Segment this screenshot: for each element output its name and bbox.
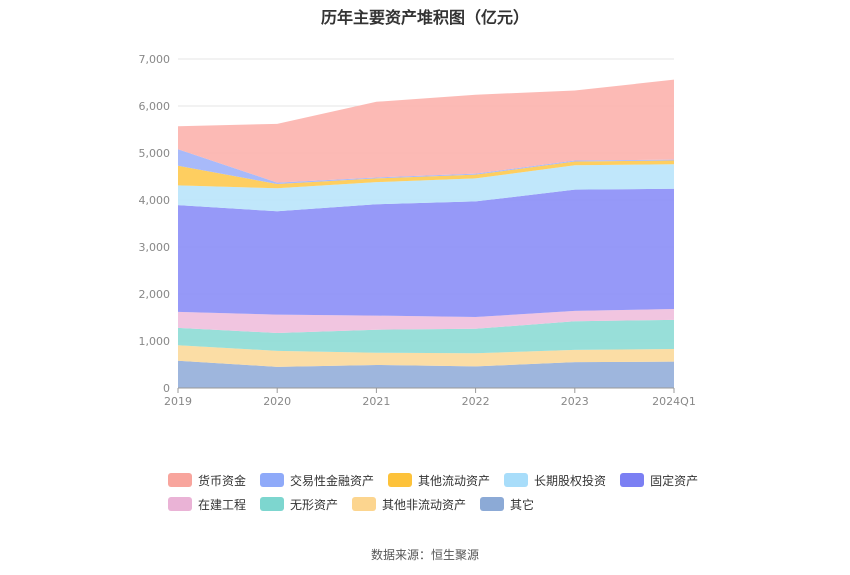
area-series-其他流动资产 [178, 160, 674, 189]
legend-label: 其他流动资产 [418, 473, 491, 488]
legend-label: 长期股权投资 [534, 473, 607, 488]
x-tick-label: 2023 [561, 395, 589, 408]
area-series-长期股权投资 [178, 164, 674, 212]
chart-title: 历年主要资产堆积图（亿元） [320, 8, 529, 27]
data-source: 数据来源：恒生聚源 [370, 548, 479, 562]
legend-item[interactable]: 其他非流动资产 [352, 497, 467, 512]
area-series-其它 [178, 360, 674, 388]
y-tick-label: 2,000 [139, 288, 171, 301]
y-tick-label: 5,000 [139, 147, 171, 160]
legend-label: 其它 [510, 497, 535, 512]
y-tick-label: 6,000 [139, 100, 171, 113]
area-series-无形资产 [178, 319, 674, 354]
legend-item[interactable]: 其他流动资产 [388, 473, 491, 488]
legend-label: 货币资金 [198, 473, 247, 488]
legend-swatch [168, 473, 192, 487]
legend-swatch [352, 497, 377, 511]
area-series-货币资金 [178, 79, 674, 183]
legend-label: 固定资产 [650, 473, 699, 488]
legend-swatch [260, 497, 285, 511]
stacked-area-chart: 0 1,000 2,000 3,000 4,000 5,000 6,000 7,000 2019… [139, 53, 696, 408]
legend-item[interactable]: 其它 [480, 497, 535, 512]
legend-label: 无形资产 [290, 497, 339, 512]
x-tick-label: 2021 [362, 395, 390, 408]
area-series [178, 79, 674, 388]
y-tick-label: 0 [163, 382, 170, 395]
area-series-固定资产 [178, 188, 674, 318]
axes: 0 1,000 2,000 3,000 4,000 5,000 6,000 7,000 2019… [139, 53, 696, 408]
y-tick-label: 3,000 [139, 241, 171, 254]
legend-swatch [168, 497, 192, 511]
area-series-在建工程 [178, 309, 674, 334]
legend-item[interactable]: 固定资产 [620, 473, 699, 488]
legend-item[interactable]: 在建工程 [168, 497, 247, 512]
legend-label: 在建工程 [198, 497, 247, 512]
legend-item[interactable]: 长期股权投资 [504, 473, 607, 488]
x-tick-label: 2022 [462, 395, 490, 408]
legend-item[interactable]: 无形资产 [260, 497, 339, 512]
legend-item[interactable]: 货币资金 [168, 473, 247, 488]
legend-swatch [480, 497, 505, 511]
area-series-其他非流动资产 [178, 345, 674, 367]
x-tick-label: 2024Q1 [652, 395, 696, 408]
x-tick-label: 2019 [164, 395, 192, 408]
y-tick-label: 1,000 [139, 335, 171, 348]
legend-swatch [504, 473, 529, 487]
legend-swatch [620, 473, 645, 487]
x-tick-label: 2020 [263, 395, 291, 408]
y-tick-label: 7,000 [139, 53, 171, 66]
y-tick-label: 4,000 [139, 194, 171, 207]
legend-label: 交易性金融资产 [290, 473, 375, 488]
legend-swatch [388, 473, 413, 487]
legend-label: 其他非流动资产 [382, 497, 467, 512]
legend-swatch [260, 473, 285, 487]
legend-item[interactable]: 交易性金融资产 [260, 473, 375, 488]
legend: 货币资金 交易性金融资产 其他流动资产 长期股权投资 固定资产在建工程 无形资产 其他非流动… [168, 473, 728, 512]
